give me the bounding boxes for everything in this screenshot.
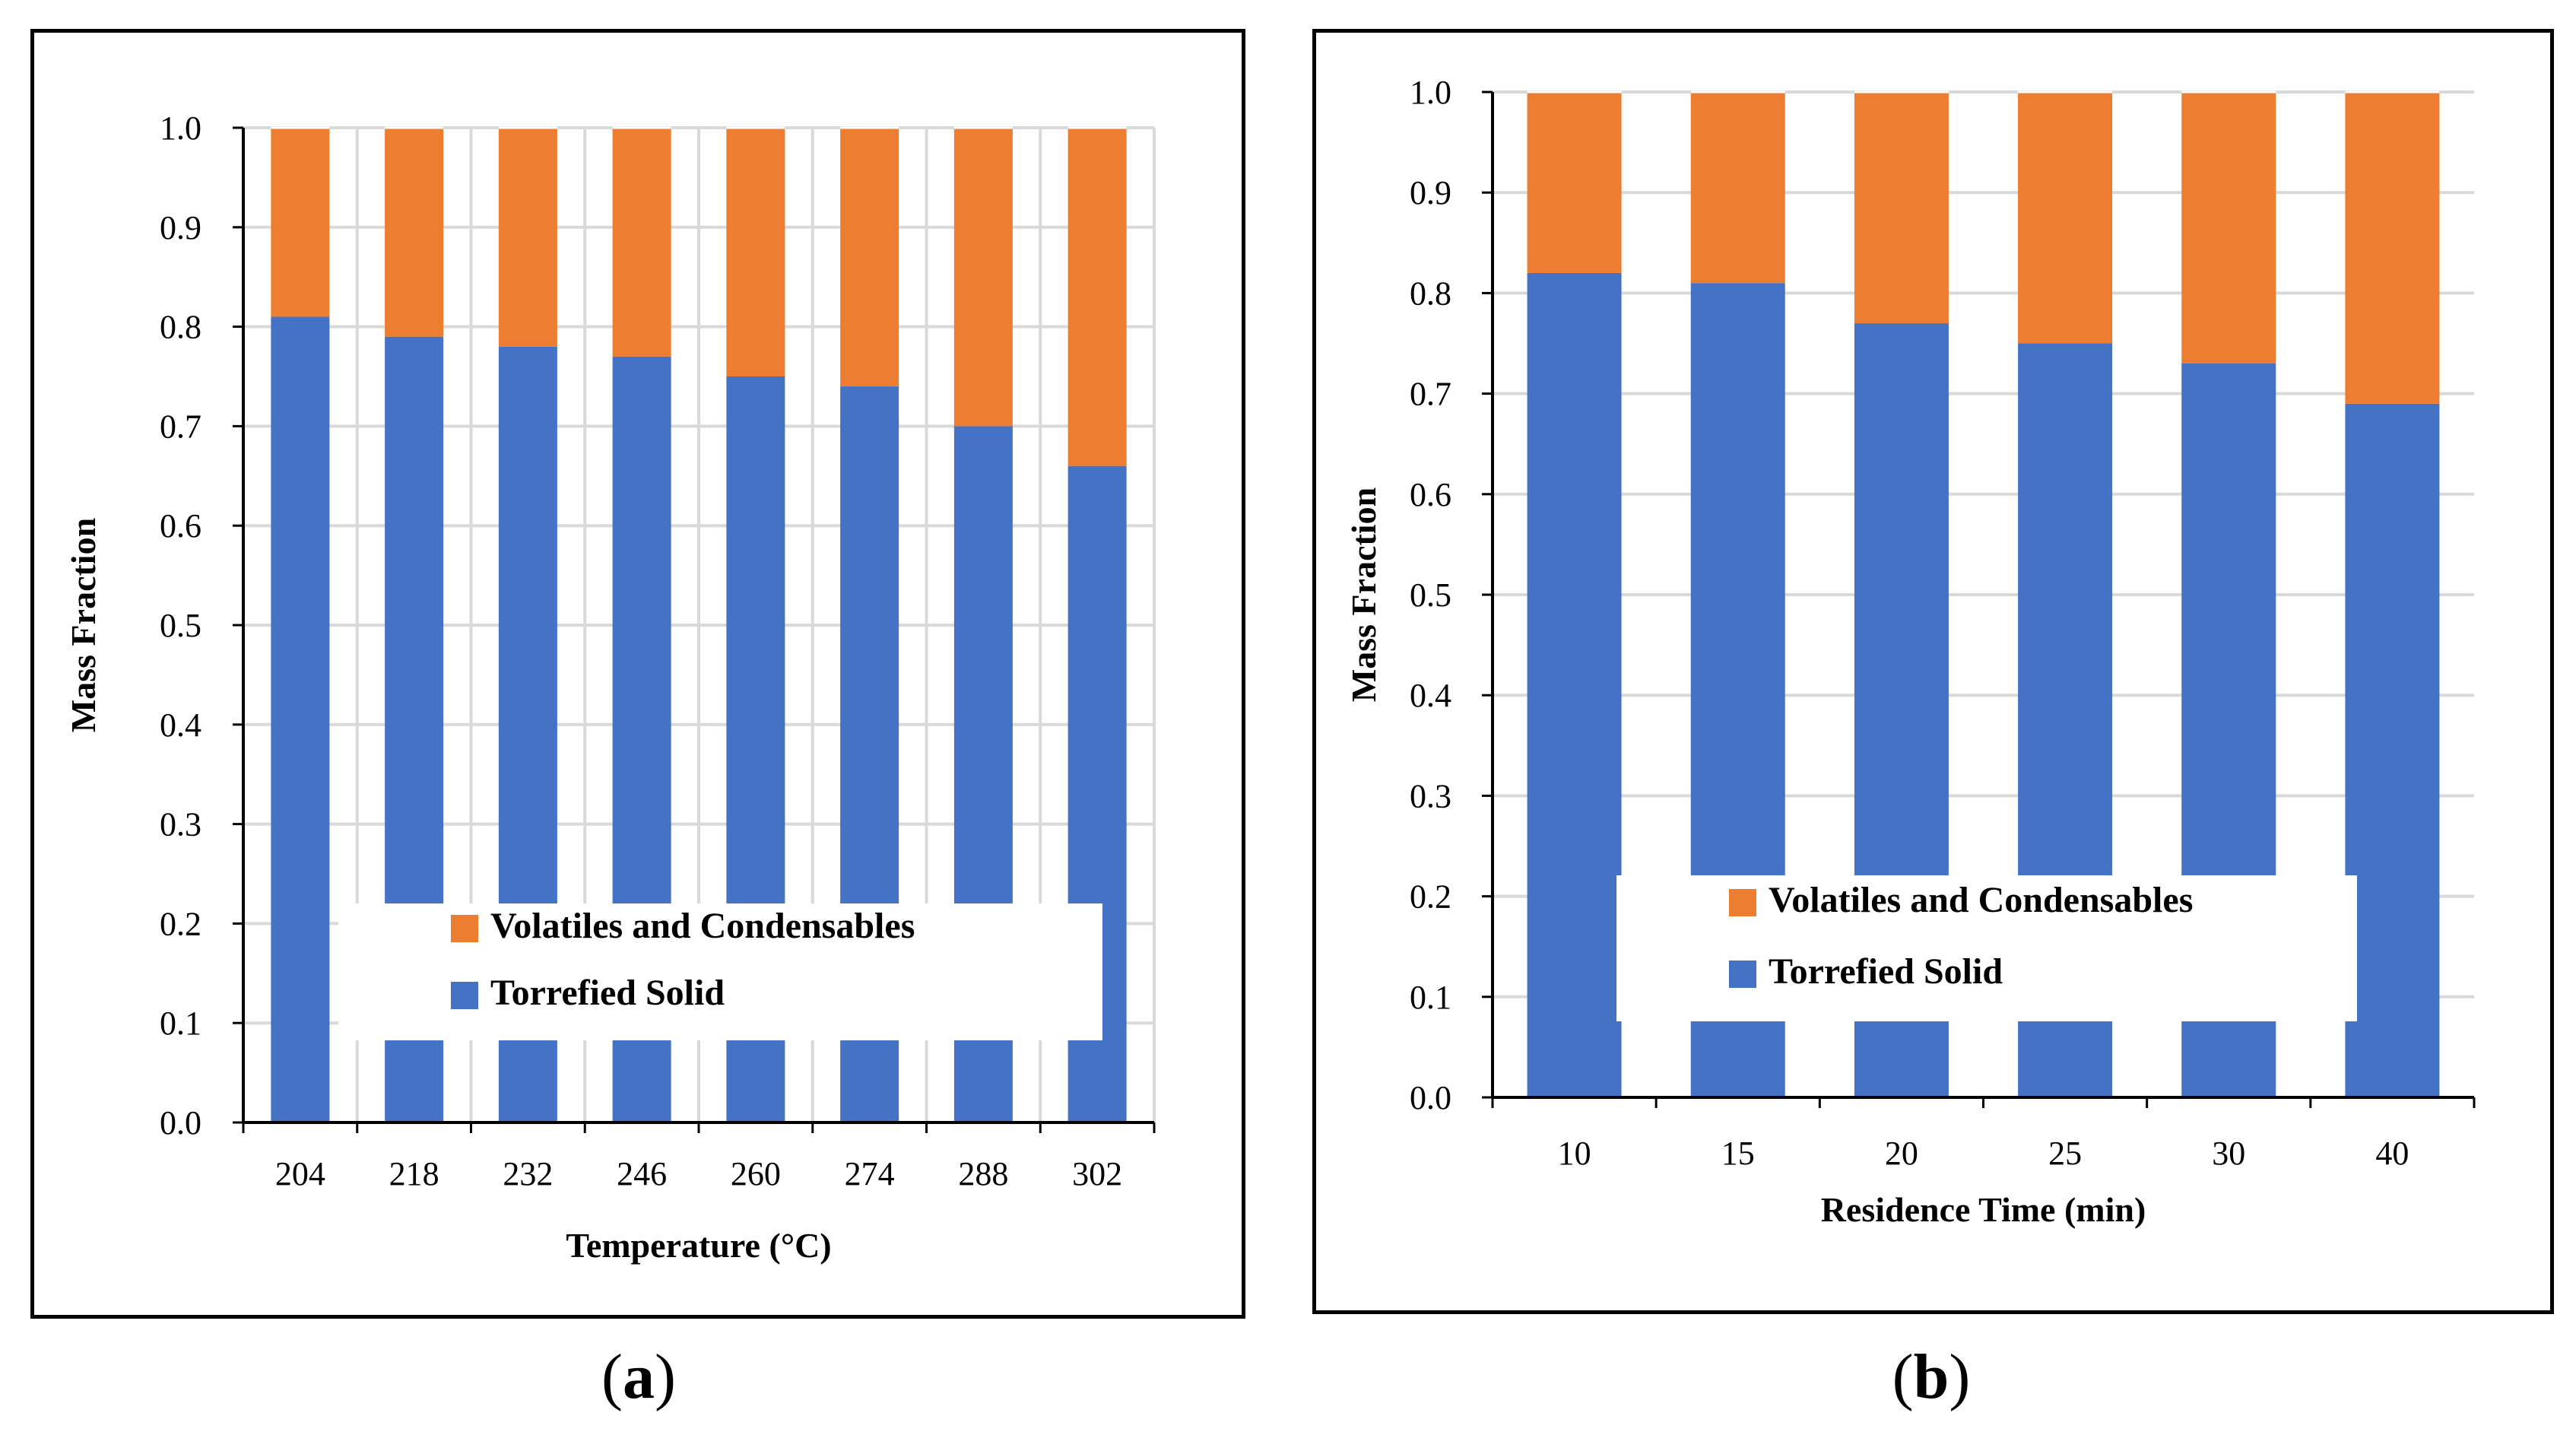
bar-volatiles-246 [612,128,671,357]
bar-volatiles-260 [726,128,785,376]
y-tick-label: 0.7 [160,408,201,445]
chart-panel-a: 0.0 0.1 0.2 0.3 0.4 0.5 0.6 0.7 0.8 0.9 1.0 204 218 2… [30,29,1245,1319]
y-tick-label: 0.9 [1410,174,1451,211]
y-axis-title: Mass Fraction [64,518,103,732]
x-tick-label: 25 [2048,1135,2082,1172]
y-tick-label: 0.3 [1410,777,1451,814]
legend: Volatiles and Condensables Torrefied Soli… [1616,875,2357,1021]
legend-swatch-volatiles [451,915,478,942]
y-tick-label: 0.9 [160,209,201,246]
y-tick-label: 0.5 [1410,576,1451,614]
bar-volatiles-218 [385,128,444,337]
x-tick-label: 40 [2375,1135,2409,1172]
legend-label-volatiles: Volatiles and Condensables [1769,880,2193,920]
bar-volatiles-232 [498,128,557,347]
y-tick-label: 0.4 [160,706,201,744]
y-tick-label: 1.0 [1410,74,1451,111]
y-tick-label: 0.2 [160,905,201,942]
x-tick-label: 288 [958,1155,1008,1192]
legend: Volatiles and Condensables Torrefied Soli… [338,903,1102,1040]
y-tick-label: 0.1 [160,1005,201,1042]
x-tick-label: 246 [617,1155,667,1192]
chart-panel-b: 0.0 0.1 0.2 0.3 0.4 0.5 0.6 0.7 0.8 0.9 1.0 10 15 20 2… [1312,29,2554,1314]
bar-volatiles-15 [1690,92,1785,284]
x-tick-label: 260 [731,1155,781,1192]
caption-b-letter: b [1913,1342,1949,1412]
x-axis-title: Residence Time (min) [1821,1190,2146,1229]
legend-label-torrefied-solid: Torrefied Solid [1769,951,2003,992]
y-tick-label: 0.0 [1410,1079,1451,1116]
caption-a-letter: a [623,1342,655,1412]
y-tick-label: 0.6 [160,507,201,545]
x-tick-label: 274 [845,1155,895,1192]
y-tick-label: 0.0 [160,1104,201,1141]
bar-torrefied-solid-40 [2345,403,2440,1097]
bar-volatiles-25 [2018,92,2113,344]
legend-swatch-torrefied-solid [451,982,478,1009]
legend-swatch-torrefied-solid [1729,960,1756,988]
bar-volatiles-274 [840,128,899,387]
bar-volatiles-288 [953,128,1013,427]
legend-label-torrefied-solid: Torrefied Solid [490,973,725,1013]
chart-a: 0.0 0.1 0.2 0.3 0.4 0.5 0.6 0.7 0.8 0.9 1.0 204 218 2… [64,110,1156,1265]
bar-volatiles-40 [2345,92,2440,404]
y-tick-label: 0.7 [1410,376,1451,413]
bar-volatiles-10 [1527,92,1622,273]
y-tick-label: 0.6 [1410,476,1451,513]
caption-a: (a) [601,1342,676,1412]
y-axis-title: Mass Fraction [1344,487,1383,702]
legend-swatch-volatiles [1729,889,1756,916]
x-tick-label: 232 [503,1155,553,1192]
bar-volatiles-30 [2181,92,2276,364]
x-tick-label: 30 [2212,1135,2245,1172]
y-tick-label: 0.2 [1410,878,1451,916]
y-tick-label: 0.5 [160,607,201,644]
y-tick-label: 0.4 [1410,677,1451,714]
x-tick-label: 10 [1558,1135,1591,1172]
chart-b: 0.0 0.1 0.2 0.3 0.4 0.5 0.6 0.7 0.8 0.9 1.0 10 15 20 2… [1344,74,2476,1229]
caption-b: (b) [1892,1342,1971,1412]
bar-volatiles-204 [271,128,330,317]
bar-volatiles-20 [1854,92,1949,324]
x-tick-label: 20 [1885,1135,1918,1172]
x-tick-label: 302 [1072,1155,1122,1192]
x-tick-label: 15 [1721,1135,1755,1172]
y-tick-label: 0.1 [1410,979,1451,1016]
x-tick-label: 204 [275,1155,325,1192]
legend-label-volatiles: Volatiles and Condensables [490,906,915,946]
x-tick-label: 218 [389,1155,439,1192]
y-tick-label: 0.8 [160,309,201,346]
bar-volatiles-302 [1068,128,1127,466]
x-axis-title: Temperature (°C) [566,1226,831,1265]
bar-torrefied-solid-204 [271,316,330,1122]
y-tick-label: 1.0 [160,110,201,147]
bar-torrefied-solid-10 [1527,272,1622,1098]
y-tick-label: 0.3 [160,806,201,843]
y-tick-label: 0.8 [1410,275,1451,312]
